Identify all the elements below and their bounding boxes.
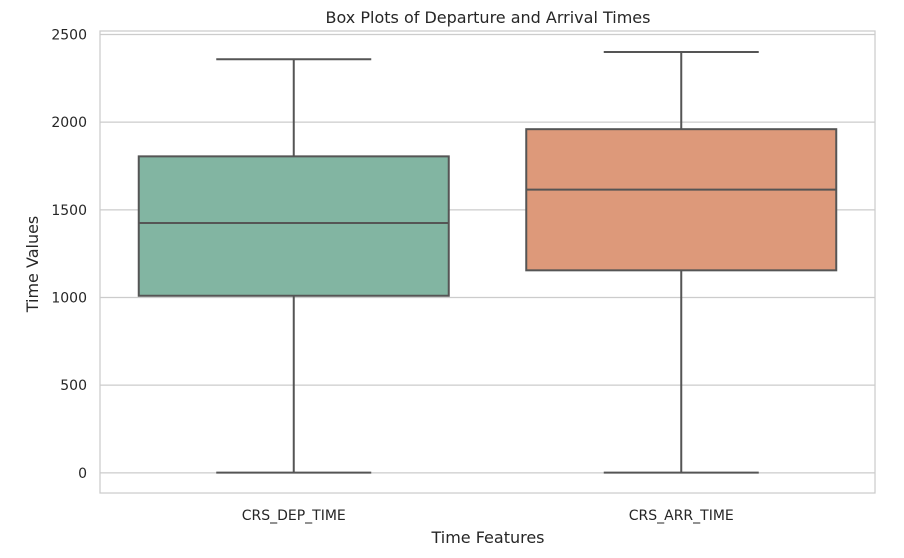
iqr-box-crs-arr-time [525, 128, 838, 272]
y-tick-label-500: 500 [60, 378, 87, 394]
box-group-crs-dep-time [137, 58, 450, 474]
x-tick-label-crs-dep-time: CRS_DEP_TIME [242, 508, 346, 524]
plot-frame [99, 30, 876, 494]
y-tick-label-1000: 1000 [51, 291, 87, 307]
y-tick-label-1500: 1500 [51, 203, 87, 219]
y-axis-label: Time Values [23, 216, 42, 314]
y-tick-label-0: 0 [78, 466, 87, 482]
y-tick-label-2500: 2500 [51, 28, 87, 44]
boxes-layer [137, 51, 838, 474]
y-tick-label-2000: 2000 [51, 115, 87, 131]
iqr-box-crs-dep-time [137, 155, 450, 297]
x-axis-ticks: CRS_DEP_TIME CRS_ARR_TIME [242, 508, 734, 524]
chart-title: Box Plots of Departure and Arrival Times [326, 8, 651, 27]
y-axis-ticks: 0 500 1000 1500 2000 2500 [51, 28, 87, 482]
x-axis-label: Time Features [430, 528, 544, 547]
box-group-crs-arr-time [525, 51, 838, 474]
x-tick-label-crs-arr-time: CRS_ARR_TIME [629, 508, 734, 524]
